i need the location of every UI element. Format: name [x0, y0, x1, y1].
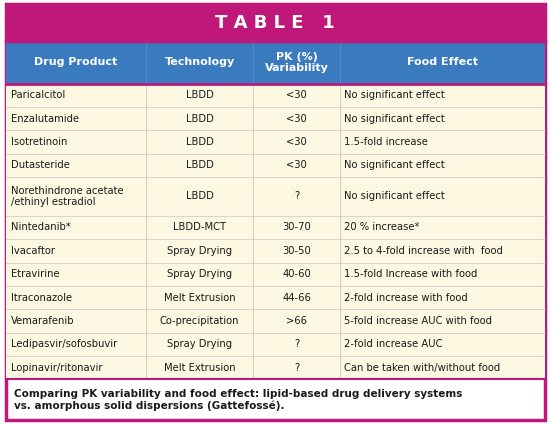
Text: Paricalcitol: Paricalcitol [11, 90, 65, 100]
Text: No significant effect: No significant effect [344, 191, 444, 201]
Text: <30: <30 [286, 160, 307, 170]
Bar [6, 130, 544, 154]
Text: <30: <30 [286, 90, 307, 100]
Bar [6, 154, 544, 177]
Text: LBDD: LBDD [185, 191, 213, 201]
Bar [6, 239, 544, 262]
Bar [6, 177, 544, 216]
Text: Spray Drying: Spray Drying [167, 339, 232, 349]
Text: ?: ? [294, 191, 299, 201]
Bar [6, 333, 544, 356]
Text: Melt Extrusion: Melt Extrusion [164, 363, 235, 373]
Text: Melt Extrusion: Melt Extrusion [164, 293, 235, 303]
Text: Isotretinoin: Isotretinoin [11, 137, 67, 147]
Text: No significant effect: No significant effect [344, 90, 444, 100]
Text: Enzalutamide: Enzalutamide [11, 114, 79, 124]
Text: Itraconazole: Itraconazole [11, 293, 72, 303]
Bar [6, 41, 544, 84]
Text: Spray Drying: Spray Drying [167, 246, 232, 256]
Text: LBDD-MCT: LBDD-MCT [173, 223, 226, 232]
Bar [6, 107, 544, 130]
Text: Comparing PK variability and food effect: lipid-based drug delivery systems
vs. : Comparing PK variability and food effect… [14, 388, 462, 411]
Bar [6, 309, 544, 333]
Bar [6, 216, 544, 239]
Text: No significant effect: No significant effect [344, 114, 444, 124]
Text: LBDD: LBDD [185, 160, 213, 170]
Text: Ledipasvir/sofosbuvir: Ledipasvir/sofosbuvir [11, 339, 117, 349]
Text: PK (%)
Variability: PK (%) Variability [265, 52, 328, 73]
Bar [6, 356, 544, 379]
Text: 2.5 to 4-fold increase with  food: 2.5 to 4-fold increase with food [344, 246, 502, 256]
Text: Vemarafenib: Vemarafenib [11, 316, 74, 326]
Text: 40-60: 40-60 [282, 269, 311, 279]
Text: 5-fold increase AUC with food: 5-fold increase AUC with food [344, 316, 492, 326]
Text: ?: ? [294, 339, 299, 349]
Text: LBDD: LBDD [185, 114, 213, 124]
Text: Nintedanib*: Nintedanib* [11, 223, 71, 232]
Text: Spray Drying: Spray Drying [167, 269, 232, 279]
Bar [6, 286, 544, 309]
Text: <30: <30 [286, 137, 307, 147]
Text: 30-50: 30-50 [282, 246, 311, 256]
Text: 30-70: 30-70 [282, 223, 311, 232]
Text: ?: ? [294, 363, 299, 373]
Text: Dutasteride: Dutasteride [11, 160, 70, 170]
Bar [6, 262, 544, 286]
Text: Drug Product: Drug Product [34, 57, 117, 67]
Text: Ivacaftor: Ivacaftor [11, 246, 55, 256]
Text: 20 % increase*: 20 % increase* [344, 223, 419, 232]
Text: 2-fold increase AUC: 2-fold increase AUC [344, 339, 442, 349]
Text: 44-66: 44-66 [282, 293, 311, 303]
Text: <30: <30 [286, 114, 307, 124]
Text: 1.5-fold increase: 1.5-fold increase [344, 137, 427, 147]
Text: Norethindrone acetate
/ethinyl estradiol: Norethindrone acetate /ethinyl estradiol [11, 186, 124, 207]
Bar [6, 84, 544, 107]
Text: No significant effect: No significant effect [344, 160, 444, 170]
Text: 1.5-fold Increase with food: 1.5-fold Increase with food [344, 269, 477, 279]
Text: Technology: Technology [164, 57, 235, 67]
Text: Co-precipitation: Co-precipitation [160, 316, 239, 326]
Text: Etravirine: Etravirine [11, 269, 59, 279]
Bar [6, 4, 544, 41]
Text: Food Effect: Food Effect [406, 57, 477, 67]
Text: T A B L E   1: T A B L E 1 [215, 14, 335, 32]
Text: 2-fold increase with food: 2-fold increase with food [344, 293, 468, 303]
Text: Can be taken with/without food: Can be taken with/without food [344, 363, 500, 373]
Text: >66: >66 [286, 316, 307, 326]
Text: Lopinavir/ritonavir: Lopinavir/ritonavir [11, 363, 102, 373]
Text: LBDD: LBDD [185, 137, 213, 147]
Text: LBDD: LBDD [185, 90, 213, 100]
